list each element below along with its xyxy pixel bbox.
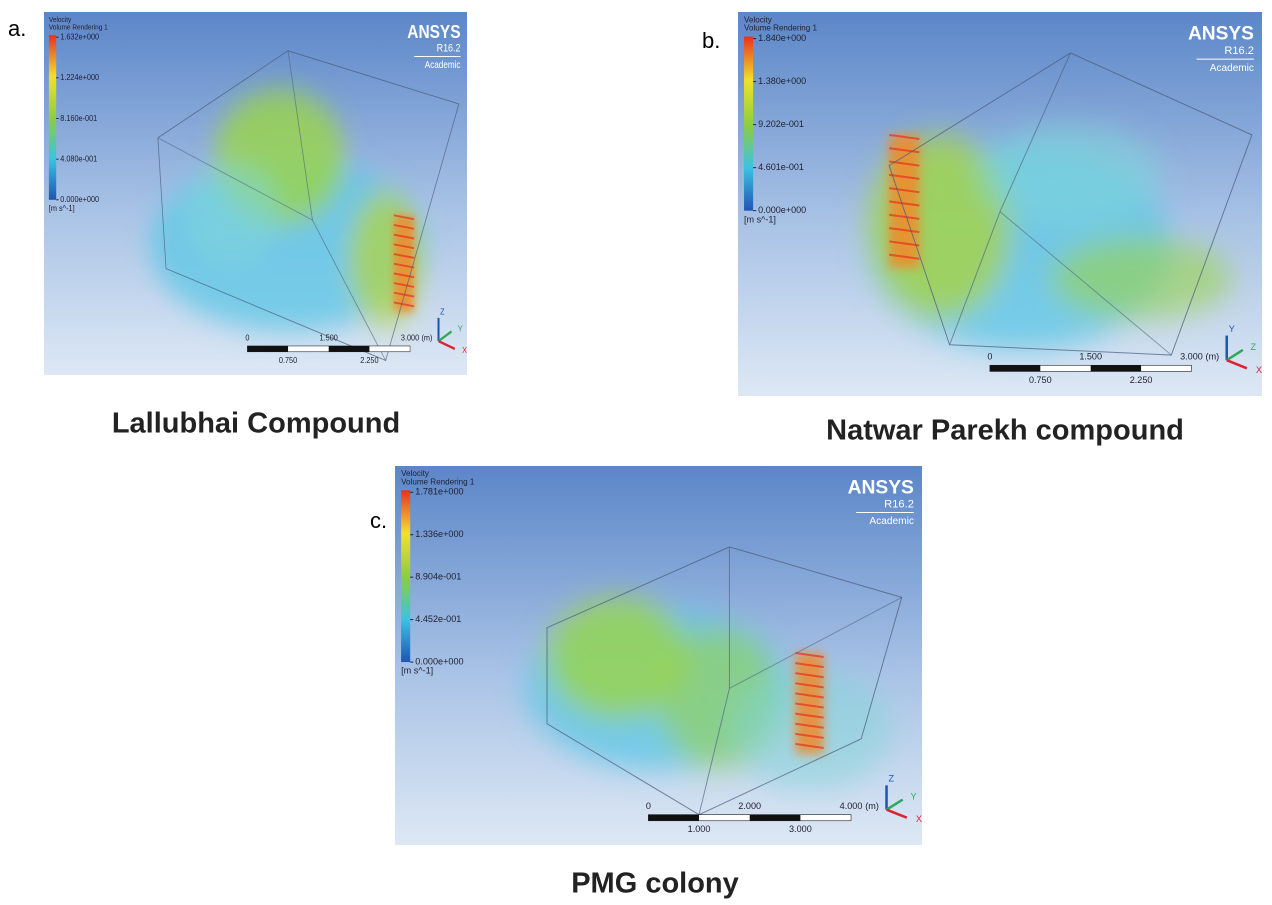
logo-version: R16.2 — [884, 498, 914, 510]
figure: a. Lallubhai Compound VelocityVolume Rende… — [0, 0, 1272, 905]
logo-name: ANSYS — [848, 477, 914, 498]
logo-name: ANSYS — [407, 22, 460, 43]
legend-unit: [m s^-1] — [744, 214, 776, 224]
scale-label: (m) — [421, 333, 432, 343]
legend-tick-label: 1.380e+000 — [758, 76, 806, 86]
axis-label: X — [1256, 365, 1262, 375]
scale-label: 4.000 — [840, 801, 863, 811]
velocity-blob — [182, 167, 280, 264]
legend-tick-label: 9.202e-001 — [758, 119, 804, 129]
axis-label: Y — [458, 324, 463, 334]
axis-label: Z — [889, 774, 895, 784]
axis-label: X — [462, 346, 467, 356]
legend-tick-label: 1.632e+000 — [60, 32, 99, 42]
scale-label: (m) — [1206, 351, 1220, 361]
scale-bar-segment — [750, 815, 801, 821]
scale-label: 0.750 — [279, 355, 298, 365]
panel-label: b. — [702, 28, 720, 53]
scale-bar-segment — [648, 815, 699, 821]
panel-caption: PMG colony — [571, 868, 739, 900]
scale-label: 1.500 — [1079, 351, 1102, 361]
axis-label: Y — [910, 791, 916, 801]
legend-tick-label: 1.840e+000 — [758, 33, 806, 43]
scale-label: 0 — [987, 351, 992, 361]
legend-subtitle: Volume Rendering 1 — [49, 23, 108, 32]
scale-label: 3.000 — [401, 333, 420, 343]
legend-tick-label: 8.160e-001 — [60, 113, 97, 123]
velocity-blob — [980, 125, 1161, 227]
render-panel: VelocityVolume Rendering 11.781e+0001.33… — [395, 466, 922, 845]
axis-label: Y — [1229, 324, 1235, 334]
scale-bar-segment — [1091, 365, 1141, 371]
scale-label: 2.250 — [1130, 375, 1153, 385]
color-bar — [744, 37, 753, 211]
panel-label: c. — [370, 508, 387, 533]
legend-subtitle: Volume Rendering 1 — [401, 477, 475, 486]
page: {"panels": [ {"label": "a.", "caption": … — [0, 0, 1272, 905]
legend-unit: [m s^-1] — [49, 203, 75, 213]
panel-caption: Natwar Parekh compound — [826, 415, 1184, 447]
scale-label: 1.500 — [320, 333, 339, 343]
legend-unit: [m s^-1] — [401, 666, 433, 676]
axis-label: X — [916, 814, 922, 824]
logo-edition: Academic — [425, 59, 461, 70]
scale-bar-segment — [247, 346, 288, 352]
scale-label: 0.750 — [1029, 375, 1052, 385]
logo-edition: Academic — [1210, 63, 1254, 74]
logo-version: R16.2 — [437, 43, 461, 55]
color-bar — [49, 35, 56, 200]
panel-label: a. — [8, 16, 26, 41]
legend-tick-label: 4.452e-001 — [415, 614, 461, 624]
scale-label: (m) — [865, 801, 879, 811]
legend-tick-label: 1.336e+000 — [415, 529, 463, 539]
legend-tick-label: 4.601e-001 — [758, 162, 804, 172]
logo-name: ANSYS — [1188, 24, 1254, 45]
legend-tick-label: 1.224e+000 — [60, 73, 99, 83]
scale-label: 2.000 — [738, 801, 761, 811]
scale-label: 2.250 — [360, 355, 379, 365]
scale-bar-segment — [990, 365, 1040, 371]
panel-caption: Lallubhai Compound — [112, 408, 400, 440]
scale-bar-segment — [329, 346, 370, 352]
scale-label: 0 — [245, 333, 250, 343]
legend-tick-label: 8.904e-001 — [415, 572, 461, 582]
velocity-blob — [1050, 237, 1231, 319]
axis-label: Z — [1251, 342, 1257, 352]
legend-subtitle: Volume Rendering 1 — [744, 23, 817, 32]
scale-label: 0 — [646, 801, 651, 811]
scale-label: 3.000 — [1180, 351, 1203, 361]
scale-label: 3.000 — [789, 824, 812, 834]
scale-label: 1.000 — [688, 824, 711, 834]
axis-label: Z — [440, 307, 445, 317]
logo-version: R16.2 — [1224, 45, 1254, 57]
logo-edition: Academic — [869, 516, 913, 527]
legend-tick-label: 4.080e-001 — [60, 154, 97, 164]
legend-tick-label: 1.781e+000 — [415, 487, 463, 497]
color-bar — [401, 490, 410, 662]
